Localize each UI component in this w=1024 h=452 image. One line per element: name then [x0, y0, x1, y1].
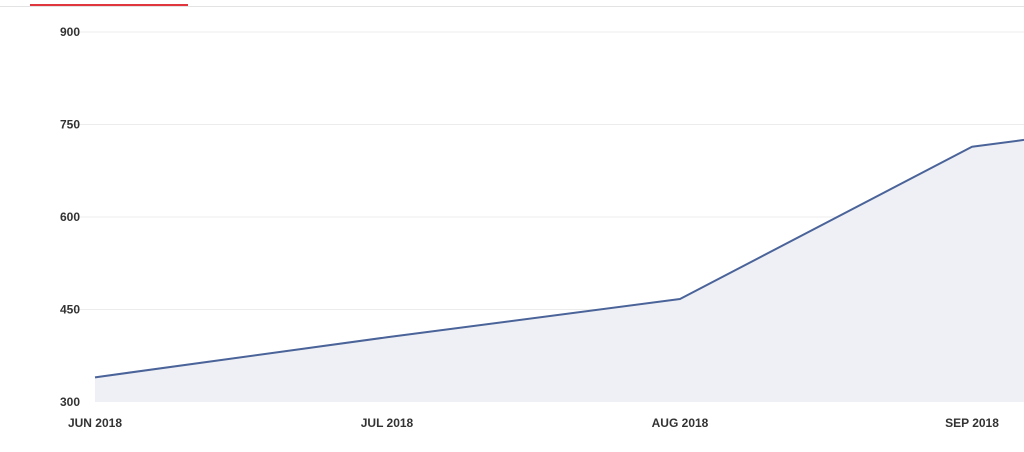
data-point[interactable] — [92, 374, 98, 380]
y-tick-label: 900 — [60, 25, 80, 39]
x-tick-label: SEP 2018 — [945, 416, 999, 430]
data-point[interactable] — [677, 296, 683, 302]
x-tick-label: JUL 2018 — [361, 416, 414, 430]
top-tab-bar — [0, 0, 1024, 7]
data-point[interactable] — [969, 144, 975, 150]
series-line — [94, 138, 1024, 379]
y-tick-label: 600 — [60, 210, 80, 224]
y-tick-label: 300 — [60, 395, 80, 409]
x-tick-label: AUG 2018 — [652, 416, 709, 430]
y-tick-label: 450 — [60, 303, 80, 317]
series-area — [95, 139, 1024, 402]
x-tick-label: JUN 2018 — [68, 416, 122, 430]
data-point[interactable] — [384, 334, 390, 340]
y-tick-label: 750 — [60, 118, 80, 132]
active-tab-indicator — [30, 4, 188, 6]
